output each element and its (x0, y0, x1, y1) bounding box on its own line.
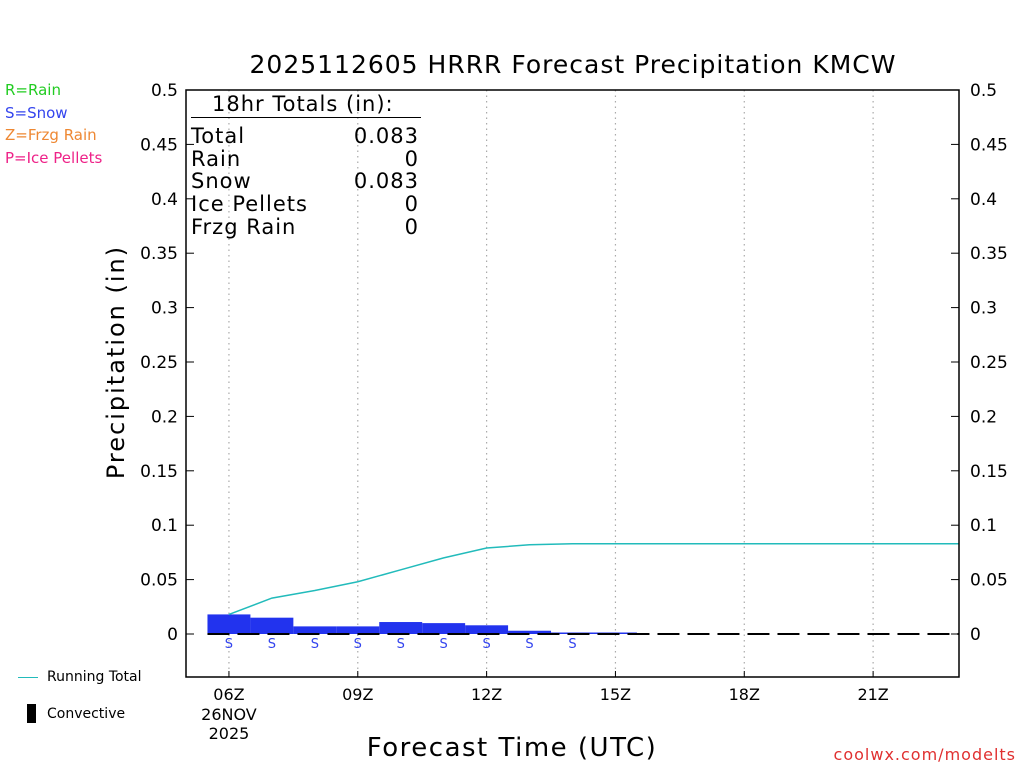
x-axis-title: Forecast Time (UTC) (366, 733, 658, 763)
credit-link: coolwx.com/modelts (833, 745, 1016, 764)
y-tick-label-right: 0.25 (970, 353, 1008, 373)
precip-bar (465, 625, 509, 634)
precip-type-label: S (397, 637, 405, 652)
y-tick-label-right: 0.5 (970, 81, 997, 101)
x-tick-label: 09Z (342, 685, 373, 704)
y-tick-label-left: 0.35 (140, 244, 178, 264)
precip-bar (250, 617, 294, 634)
totals-label-snow: Snow (191, 169, 252, 193)
precip-bar (379, 622, 423, 634)
precip-type-label: S (268, 637, 276, 652)
y-tick-label-right: 0.45 (970, 135, 1008, 155)
legend-ice-pellets: P=Ice Pellets (5, 149, 103, 167)
legend-snow: S=Snow (5, 104, 68, 122)
legend-rain: R=Rain (5, 81, 61, 99)
y-tick-label-left: 0.1 (151, 516, 178, 536)
precip-type-label: S (525, 637, 533, 652)
y-tick-label-left: 0.05 (140, 571, 178, 591)
totals-value-ice-pellets: 0 (404, 192, 419, 216)
precip-bar (207, 614, 251, 634)
x-tick-label: 12Z (471, 685, 502, 704)
totals-value-snow: 0.083 (353, 169, 419, 193)
running-total-layer (228, 542, 959, 616)
running-total-line (228, 542, 959, 616)
y-tick-label-left: 0.3 (151, 299, 178, 319)
running-total-swatch (18, 677, 38, 678)
x-tick-label: 21Z (857, 685, 888, 704)
totals-label-rain: Rain (191, 147, 242, 171)
totals-underline (191, 117, 421, 118)
y-tick-label-right: 0.3 (970, 299, 997, 319)
y-tick-label-right: 0.2 (970, 407, 997, 427)
convective-swatch (27, 704, 36, 723)
totals-label-freezing-rain: Frzg Rain (191, 215, 297, 239)
precip-bar (336, 626, 380, 634)
x-tick-label: 06Z (213, 685, 244, 704)
convective-legend-label: Convective (47, 706, 126, 722)
y-tick-label-right: 0.35 (970, 244, 1008, 264)
x-tick-label: 18Z (729, 685, 760, 704)
precip-bar (508, 630, 552, 634)
y-tick-label-left: 0.5 (151, 81, 178, 101)
totals-header: 18hr Totals (in): (212, 92, 394, 116)
y-tick-label-right: 0.4 (970, 190, 997, 210)
x-tick-date-label: 26NOV (201, 705, 257, 724)
totals-value-total: 0.083 (353, 124, 419, 148)
y-tick-label-left: 0 (167, 625, 178, 645)
x-tick-label: 15Z (600, 685, 631, 704)
chart-title: 2025112605 HRRR Forecast Precipitation K… (249, 50, 897, 79)
precip-type-label: S (440, 637, 448, 652)
precip-type-label: S (311, 637, 319, 652)
precip-bar (293, 626, 337, 634)
totals-label-total: Total (191, 124, 246, 148)
y-tick-label-right: 0 (970, 625, 981, 645)
precip-type-label: S (225, 637, 233, 652)
plot-frame (185, 89, 960, 678)
totals-value-rain: 0 (404, 147, 419, 171)
y-tick-label-left: 0.15 (140, 462, 178, 482)
y-tick-label-right: 0.15 (970, 462, 1008, 482)
totals-label-ice-pellets: Ice Pellets (191, 192, 308, 216)
precip-type-label: S (354, 637, 362, 652)
totals-value-freezing-rain: 0 (404, 215, 419, 239)
y-tick-label-left: 0.25 (140, 353, 178, 373)
precip-type-label: S (482, 637, 490, 652)
precip-bar (422, 623, 466, 634)
y-tick-label-left: 0.45 (140, 135, 178, 155)
y-tick-label-right: 0.1 (970, 516, 997, 536)
running-total-legend-label: Running Total (47, 669, 142, 685)
y-tick-label-left: 0.2 (151, 407, 178, 427)
y-tick-label-left: 0.4 (151, 190, 178, 210)
precip-type-label: S (568, 637, 576, 652)
y-tick-label-right: 0.05 (970, 571, 1008, 591)
x-tick-year-label: 2025 (209, 724, 250, 743)
legend-freezing-rain: Z=Frzg Rain (5, 126, 97, 144)
